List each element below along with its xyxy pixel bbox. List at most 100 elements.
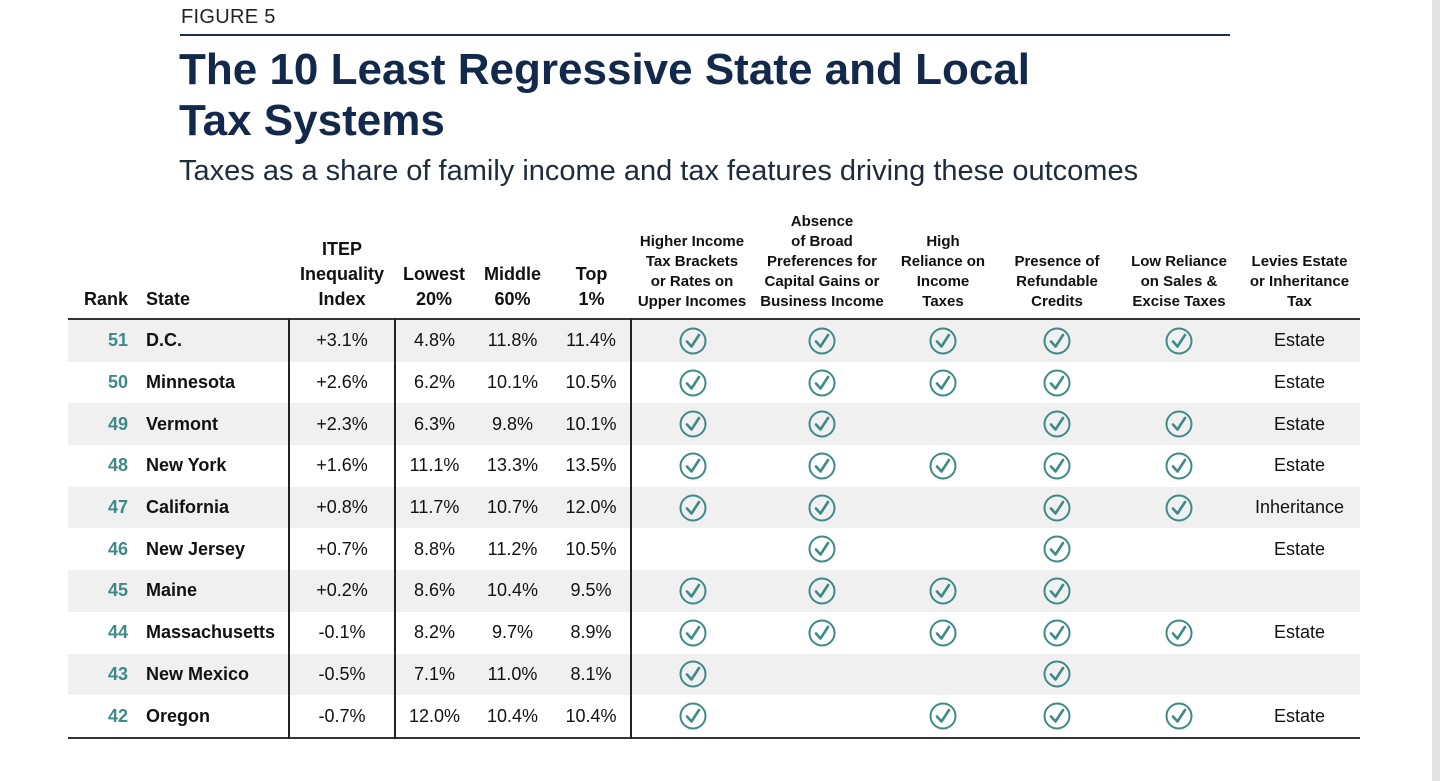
header-line: Lowest: [402, 264, 465, 284]
sales-cell: [1119, 654, 1239, 696]
check-icon: [1043, 619, 1071, 647]
sales-cell: [1119, 570, 1239, 612]
credits-cell: [995, 570, 1119, 612]
check-icon: [929, 577, 957, 605]
table-row: 45 Maine +0.2% 8.6% 10.4% 9.5%: [68, 570, 1360, 612]
brackets-cell: [630, 445, 753, 487]
credits-cell: [995, 695, 1119, 738]
rank-cell: 49: [107, 413, 128, 434]
credits-cell: [995, 403, 1119, 445]
cap-gains-cell: [753, 319, 891, 362]
header-line: or Rates on: [650, 273, 734, 290]
estate-cell: Estate: [1273, 455, 1326, 476]
check-icon: [1165, 702, 1193, 730]
check-icon: [929, 452, 957, 480]
col-middle: Middle 60%: [473, 212, 552, 319]
middle-cell: 13.3%: [486, 455, 539, 476]
subtitle: Taxes as a share of family income and ta…: [179, 155, 1139, 187]
income-reliance-cell: [891, 403, 995, 445]
header-line: Capital Gains or: [764, 273, 880, 290]
cap-gains-cell: [753, 612, 891, 654]
check-icon: [679, 494, 707, 522]
header-line: Taxes: [922, 293, 964, 310]
income-reliance-cell: [891, 487, 995, 529]
check-icon: [679, 452, 707, 480]
check-icon: [808, 535, 836, 563]
check-icon: [1165, 452, 1193, 480]
header-line: Excise Taxes: [1132, 293, 1226, 310]
col-itep: ITEP Inequality Index: [289, 212, 395, 319]
col-income-reliance: High Reliance on Income Taxes: [891, 212, 995, 319]
cap-gains-cell: [753, 403, 891, 445]
state-cell: Minnesota: [146, 372, 236, 393]
cap-gains-cell: [753, 528, 891, 570]
header-line: Preferences for: [766, 253, 878, 270]
lowest-cell: 8.2%: [394, 611, 473, 654]
credits-cell: [995, 654, 1119, 696]
cap-gains-cell: [753, 654, 891, 696]
check-icon: [1165, 410, 1193, 438]
check-icon: [679, 410, 707, 438]
credits-cell: [995, 612, 1119, 654]
header-line: High: [926, 233, 960, 250]
header-line: ITEP: [321, 239, 362, 259]
itep-cell: -0.7%: [288, 695, 395, 738]
table-row: 42 Oregon -0.7% 12.0% 10.4% 10.4% Estate: [68, 695, 1360, 738]
scrollbar[interactable]: [1432, 0, 1440, 781]
header-line: or Inheritance: [1249, 273, 1350, 290]
title-line-1: The 10 Least Regressive State and Local: [179, 45, 1031, 94]
income-reliance-cell: [891, 570, 995, 612]
middle-cell: 10.4%: [486, 580, 539, 601]
top-cell: 10.5%: [565, 372, 617, 393]
check-icon: [1043, 535, 1071, 563]
estate-cell: Estate: [1273, 705, 1326, 726]
estate-cell: Estate: [1273, 330, 1326, 351]
check-icon: [808, 452, 836, 480]
table-row: 48 New York +1.6% 11.1% 13.3% 13.5% Estate: [68, 445, 1360, 487]
header-line: 60%: [494, 289, 531, 309]
credits-cell: [995, 362, 1119, 404]
header-line: 1%: [578, 289, 605, 309]
itep-cell: +0.2%: [288, 570, 395, 612]
income-reliance-cell: [891, 654, 995, 696]
header-line: Absence: [790, 213, 854, 230]
state-cell: New Jersey: [146, 538, 246, 559]
estate-cell: [1239, 654, 1360, 696]
credits-cell: [995, 528, 1119, 570]
top-cell: 12.0%: [565, 497, 617, 518]
cap-gains-cell: [753, 487, 891, 529]
credits-cell: [995, 487, 1119, 529]
regressivity-table: Rank State ITEP Inequality Index Lowest 20%…: [68, 212, 1360, 739]
top-cell: 10.4%: [565, 705, 617, 726]
check-icon: [1165, 619, 1193, 647]
table-row: 47 California +0.8% 11.7% 10.7% 12.0% Inherita…: [68, 486, 1360, 529]
brackets-cell: [630, 403, 753, 446]
rank-cell: 47: [107, 497, 128, 518]
check-icon: [808, 494, 836, 522]
cap-gains-cell: [753, 445, 891, 487]
income-reliance-cell: [891, 445, 995, 487]
top-cell: 13.5%: [565, 455, 617, 476]
top-cell: 11.4%: [566, 330, 616, 351]
col-credits: Presence of Refundable Credits: [995, 212, 1119, 319]
middle-cell: 9.8%: [491, 413, 534, 434]
itep-cell: +1.6%: [288, 445, 395, 487]
check-icon: [1043, 410, 1071, 438]
state-cell: Vermont: [146, 413, 219, 434]
check-icon: [1043, 327, 1071, 355]
rank-cell: 50: [107, 372, 128, 393]
col-brackets: Higher Income Tax Brackets or Rates on Uppe…: [631, 212, 753, 319]
state-cell: New Mexico: [146, 663, 250, 684]
state-cell: D.C.: [146, 330, 182, 351]
sales-cell: [1119, 528, 1239, 570]
header-line: Credits: [1031, 293, 1083, 310]
check-icon: [929, 327, 957, 355]
income-reliance-cell: [891, 362, 995, 404]
table-row: 46 New Jersey +0.7% 8.8% 11.2% 10.5% Estate: [68, 528, 1360, 571]
check-icon: [1043, 494, 1071, 522]
figure-label: FIGURE 5: [181, 6, 276, 28]
lowest-cell: 4.8%: [394, 319, 473, 362]
brackets-cell: [630, 653, 753, 696]
middle-cell: 10.7%: [486, 497, 539, 518]
income-reliance-cell: [891, 319, 995, 362]
